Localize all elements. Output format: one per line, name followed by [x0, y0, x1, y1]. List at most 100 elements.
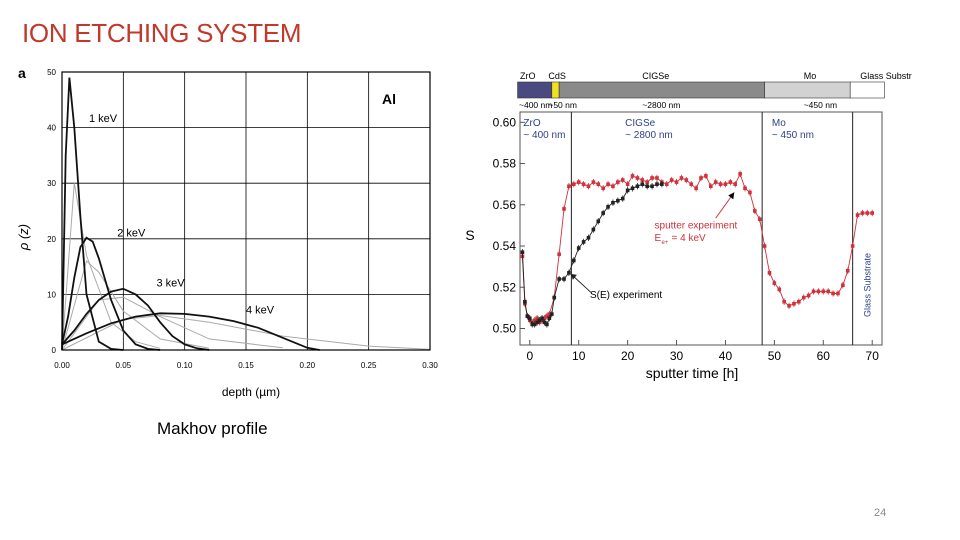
x-tick-label: 60	[817, 349, 831, 363]
makhov-profile-chart: 1 keV 2 keV 3 keV 4 keV 0.00 0.05 0.10 0.15 0.2…	[16, 65, 438, 399]
makhov-series: 1 keV 2 keV 3 keV 4 keV	[61, 77, 320, 351]
x-axis-label: sputter time [h]	[646, 365, 739, 381]
data-point	[625, 182, 630, 186]
annotation-energy-subscript: e+	[662, 240, 669, 246]
data-point	[806, 293, 811, 298]
data-point	[572, 182, 576, 186]
data-point	[718, 182, 723, 186]
data-point	[562, 277, 566, 281]
region-thickness: ~ 400 nm	[523, 130, 565, 141]
data-point	[684, 178, 689, 182]
series-line	[521, 172, 873, 323]
x-tick-label: 20	[621, 349, 635, 363]
data-point	[669, 178, 674, 182]
data-point	[836, 291, 840, 296]
data-point	[557, 252, 561, 257]
data-point	[645, 180, 649, 184]
data-point	[535, 316, 539, 320]
makhov-axes: 0.00 0.05 0.10 0.15 0.20 0.25 0.30 0 10 20 30 40 50	[47, 68, 438, 370]
positron-s-parameter-chart: ZrO CdS CIGSe Mo Glass Substrate ~400 nm~50 n…	[465, 71, 912, 381]
data-point	[620, 196, 625, 201]
data-point	[527, 316, 532, 320]
data-point	[547, 316, 552, 320]
data-point	[630, 174, 635, 178]
layer-bar: ZrO CdS CIGSe Mo Glass Substrate ~400 nm~50 n…	[517, 71, 912, 110]
data-point	[532, 318, 537, 323]
y-axis-label: S	[465, 227, 474, 243]
data-point	[537, 318, 542, 323]
data-point	[545, 314, 549, 318]
y-tick-label: 0.60	[493, 115, 517, 129]
data-point	[738, 172, 742, 176]
x-tick-label: 0.15	[238, 361, 254, 370]
data-point	[679, 176, 684, 180]
y-tick-label: 0.54	[493, 239, 517, 253]
x-tick-label: 10	[572, 349, 586, 363]
annotation-energy-value: = 4 keV	[672, 233, 707, 244]
annotation-arrow-head	[728, 192, 735, 200]
data-point	[525, 314, 530, 318]
data-point	[821, 289, 826, 294]
x-tick-label: 0	[526, 349, 533, 363]
data-point	[762, 244, 767, 248]
x-tick-label: 0.10	[177, 361, 193, 370]
series-label: 1 keV	[89, 113, 118, 125]
series-line	[61, 312, 320, 351]
data-point	[586, 235, 591, 240]
region-thickness: ~ 450 nm	[772, 130, 814, 141]
series-line	[61, 236, 161, 351]
y-tick-label: 0.56	[493, 198, 517, 212]
layer-thickness: ~50 nm	[548, 100, 577, 110]
layer-thickness: ~2800 nm	[642, 100, 680, 110]
page-number: 24	[874, 507, 887, 519]
data-point	[757, 217, 762, 222]
data-point	[542, 320, 547, 325]
data-point	[520, 250, 525, 255]
layer-name: Mo	[804, 71, 817, 81]
data-point	[865, 211, 870, 215]
data-point	[689, 182, 694, 186]
data-point	[723, 182, 728, 186]
layer-segment	[764, 81, 851, 99]
figure-caption: Makhov profile	[157, 419, 268, 438]
data-point	[572, 258, 576, 263]
axes: 0 10 20 30 40 50 60 70 0.50 0.52 0.54 0.56 0.58 0.60	[493, 115, 880, 363]
x-tick-label: 0.05	[116, 361, 132, 370]
data-point	[704, 174, 708, 178]
y-tick-label: 10	[47, 290, 56, 299]
data-point	[635, 184, 640, 189]
data-point	[576, 246, 581, 250]
frame	[519, 111, 883, 346]
data-point	[850, 244, 855, 248]
data-point	[576, 180, 581, 184]
annotation-see-experiment: S(E) experiment	[590, 290, 662, 301]
data-point	[797, 299, 801, 304]
data-point	[601, 211, 605, 215]
data-point	[523, 299, 527, 304]
element-label: Al	[382, 91, 396, 107]
data-point	[811, 289, 816, 294]
data-point	[616, 180, 620, 184]
annotation-energy-label: E	[655, 233, 662, 244]
data-point	[816, 289, 821, 294]
data-point	[601, 186, 605, 191]
layer-name: ZrO	[520, 71, 536, 81]
data-point	[606, 205, 610, 209]
data-point	[635, 176, 640, 180]
layer-segment	[517, 81, 553, 99]
data-point	[655, 182, 659, 186]
data-point	[743, 186, 747, 191]
data-point	[650, 184, 654, 189]
data-point	[855, 213, 860, 217]
data-point	[753, 209, 757, 213]
data-point	[567, 271, 571, 275]
annotation-see-arrow-head	[570, 273, 577, 280]
data-point	[841, 283, 845, 288]
data-series	[520, 170, 875, 328]
data-point	[591, 227, 596, 232]
x-tick-label: 0.00	[54, 361, 70, 370]
series-line	[61, 77, 124, 351]
data-point	[870, 211, 875, 215]
data-point	[674, 180, 679, 184]
y-tick-label: 0.50	[493, 322, 517, 336]
